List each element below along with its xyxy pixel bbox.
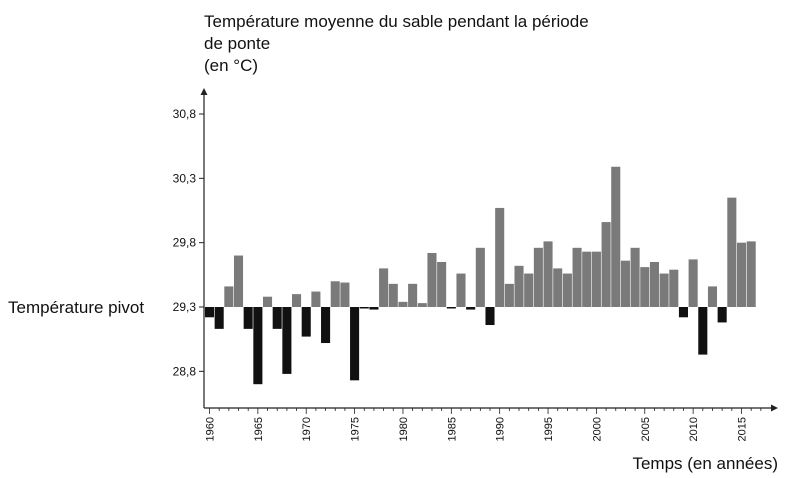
x-tick-label-6: 1990 — [495, 417, 507, 441]
chart-title-line-1: Température moyenne du sable pendant la … — [204, 12, 589, 31]
bar-2009 — [678, 307, 688, 318]
bar-2015 — [736, 242, 747, 307]
bar-2008 — [669, 269, 679, 307]
bar-1976 — [359, 307, 369, 309]
bar-1988 — [475, 247, 485, 307]
y-tick-label-1: 29,3 — [173, 300, 197, 314]
bar-1991 — [504, 283, 514, 307]
bar-1963 — [233, 255, 244, 307]
y-tick-label-0: 28,8 — [173, 364, 197, 378]
bar-1969 — [292, 294, 302, 307]
bar-1989 — [485, 307, 495, 326]
y-tick-label-3: 30,3 — [173, 171, 197, 185]
bar-2002 — [611, 166, 621, 307]
bar-1983 — [427, 252, 437, 307]
bar-1982 — [417, 303, 427, 307]
bar-1980 — [398, 301, 408, 307]
bar-1968 — [282, 307, 292, 374]
x-tick-label-5: 1985 — [446, 417, 458, 441]
bar-2016 — [746, 241, 756, 307]
bar-2011 — [698, 307, 708, 355]
bar-1977 — [369, 307, 379, 310]
bar-1964 — [243, 307, 253, 329]
bar-1965 — [253, 307, 263, 385]
bar-2007 — [659, 273, 669, 307]
bar-1995 — [543, 241, 553, 307]
y-axis-arrow — [200, 88, 208, 95]
bar-1974 — [340, 282, 350, 307]
bar-2013 — [717, 307, 727, 323]
chart-title-line-2: de ponte — [204, 34, 271, 53]
y-tick-label-2: 29,8 — [173, 236, 197, 250]
bar-2001 — [601, 222, 611, 307]
bar-1979 — [388, 283, 398, 307]
x-tick-label-4: 1980 — [398, 417, 410, 441]
bar-1981 — [408, 283, 418, 307]
bar-2010 — [688, 259, 698, 307]
bar-1960 — [204, 307, 215, 318]
bar-1970 — [301, 307, 311, 337]
bar-1978 — [379, 268, 389, 307]
x-tick-label-7: 1995 — [543, 417, 555, 441]
x-tick-label-11: 2015 — [737, 417, 749, 441]
x-tick-label-9: 2005 — [640, 417, 652, 441]
x-tick-label-10: 2010 — [688, 417, 700, 441]
bar-2014 — [727, 197, 737, 307]
y-tick-label-4: 30,8 — [173, 107, 197, 121]
bar-2012 — [707, 286, 718, 307]
bar-1962 — [224, 286, 234, 307]
bar-1975 — [350, 307, 360, 381]
bar-1972 — [321, 307, 331, 344]
bar-1984 — [437, 261, 447, 307]
bar-2000 — [591, 251, 601, 307]
bar-1999 — [582, 251, 592, 307]
bar-1998 — [572, 247, 582, 307]
x-axis-label: Temps (en années) — [632, 454, 778, 473]
bar-2003 — [620, 260, 630, 307]
bar-1967 — [272, 307, 282, 329]
chart-title: Température moyenne du sable pendant la … — [204, 11, 589, 77]
bar-1997 — [562, 273, 572, 307]
pivot-temperature-label: Température pivot — [8, 298, 145, 317]
bar-1987 — [466, 307, 476, 310]
x-tick-label-2: 1970 — [301, 417, 313, 441]
bar-1993 — [524, 273, 534, 307]
bar-1973 — [330, 281, 340, 307]
x-tick-label-1: 1965 — [253, 417, 265, 441]
chart-title-line-3: (en °C) — [204, 56, 259, 75]
bar-1996 — [553, 268, 563, 307]
bar-1985 — [446, 307, 456, 309]
bar-1971 — [311, 291, 321, 307]
bar-1992 — [514, 265, 524, 307]
bar-1994 — [533, 247, 543, 307]
x-tick-label-0: 1960 — [205, 417, 217, 441]
bar-2004 — [630, 247, 640, 307]
x-tick-label-8: 2000 — [591, 417, 603, 441]
bar-1990 — [495, 207, 505, 307]
bar-1986 — [456, 273, 466, 307]
bar-2005 — [640, 267, 650, 307]
bar-1966 — [263, 296, 273, 307]
x-tick-label-3: 1975 — [350, 417, 362, 441]
bar-1961 — [214, 307, 224, 329]
bar-2006 — [649, 261, 659, 307]
x-axis-arrow — [771, 404, 778, 412]
